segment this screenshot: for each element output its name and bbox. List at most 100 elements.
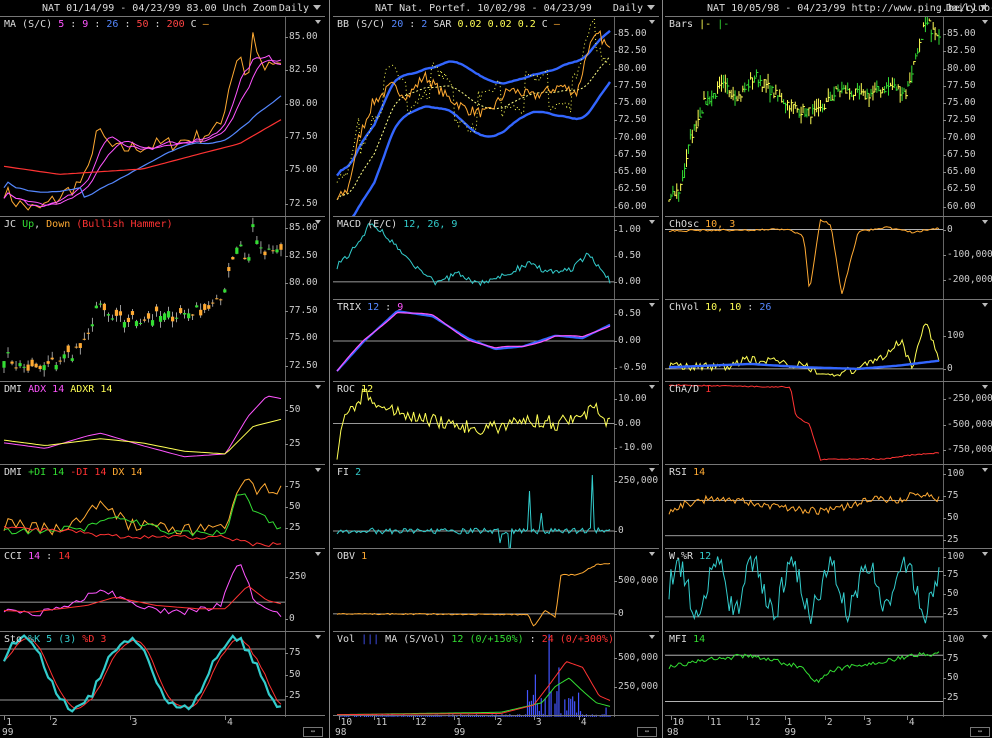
panel-menu-icon[interactable] [649, 635, 655, 639]
panel-menu-icon[interactable] [649, 468, 655, 472]
panel-title[interactable]: DMI +DI 14 -DI 14 DX 14 [4, 467, 143, 478]
plot-area[interactable] [333, 465, 615, 549]
indicator-panel-cci[interactable]: CCI 14 : 14 250 0 [0, 548, 325, 632]
period-dropdown-icon[interactable] [647, 5, 655, 10]
column-divider[interactable] [662, 0, 663, 738]
indicator-panel-roc[interactable]: ROC 12 10.00 0.00 -10.00 [333, 381, 659, 465]
indicator-panel-fi[interactable]: FI 2 250,000 0 [333, 464, 659, 549]
panel-menu-icon[interactable] [649, 20, 655, 24]
period-selector[interactable]: Daily [612, 3, 643, 14]
panel-title[interactable]: BB (S/C) 20 : 2 SAR 0.02 0.02 0.2 C — [337, 19, 560, 30]
y-tick-label: 250 [289, 571, 307, 583]
panel-menu-icon[interactable] [315, 220, 321, 224]
panel-menu-icon[interactable] [982, 468, 988, 472]
panel-menu-icon[interactable] [982, 552, 988, 556]
indicator-panel-mfi[interactable]: MFI 14 100 75 50 25 [665, 631, 992, 717]
period-dropdown-icon[interactable] [980, 5, 988, 10]
indicator-panel-chosc[interactable]: ChOsc 10, 3 0 -100,000 -200,000 [665, 216, 992, 300]
indicator-panel-wr[interactable]: W.%R 12 100 75 50 25 [665, 548, 992, 632]
panel-menu-icon[interactable] [315, 468, 321, 472]
panel-title-part: RSI [669, 467, 694, 478]
plot-area[interactable] [665, 17, 944, 217]
indicator-panel-rsi[interactable]: RSI 14 100 75 50 25 [665, 464, 992, 549]
indicator-panel-chvol[interactable]: ChVol 10, 10 : 26 100 0 [665, 299, 992, 382]
panel-title[interactable]: MFI 14 [669, 634, 705, 645]
plot-area[interactable] [0, 549, 286, 632]
candle-body [134, 321, 139, 327]
panel-title[interactable]: Bars |- |- [669, 19, 729, 30]
x-tick-label: 10 [672, 717, 684, 728]
panel-menu-icon[interactable] [315, 385, 321, 389]
indicator-panel-obv[interactable]: OBV 1 500,000 0 [333, 548, 659, 632]
plot-area[interactable] [665, 300, 944, 382]
y-tick-mark [614, 229, 617, 231]
panel-menu-icon[interactable] [649, 385, 655, 389]
plot-area[interactable] [333, 217, 615, 300]
panel-title-part: : [40, 551, 59, 562]
panel-menu-icon[interactable] [982, 220, 988, 224]
panel-menu-icon[interactable] [982, 385, 988, 389]
panel-title-part: 12 [699, 551, 712, 562]
panel-title[interactable]: TRIX 12 : 9 [337, 302, 403, 313]
plot-area[interactable] [333, 17, 615, 217]
indicator-panel-chad[interactable]: ChA/D 1 -250,000 -500,000 -750,000 [665, 381, 992, 465]
plot-area[interactable] [665, 465, 944, 549]
panel-menu-icon[interactable] [982, 20, 988, 24]
indicator-panel-dmi1[interactable]: DMI ADX 14 ADXR 14 50 25 [0, 381, 325, 465]
panel-menu-icon[interactable] [315, 635, 321, 639]
indicator-panel-bars[interactable]: Bars |- |- 85.00 82.50 80.00 77.50 75.00 72.50… [665, 16, 992, 217]
panel-title[interactable]: ROC 12 [337, 384, 373, 395]
ma26-line [3, 95, 282, 198]
plot-area[interactable] [0, 382, 286, 465]
panel-title[interactable]: Vol ||| MA (S/Vol) 12 (0/+150%) : 24 (0/… [337, 634, 614, 645]
scroll-arrows-icon[interactable]: ↔ [303, 727, 323, 737]
panel-title[interactable]: ChOsc 10, 3 [669, 219, 735, 230]
plot-area[interactable] [333, 632, 615, 717]
panel-title[interactable]: ChA/D 1 [669, 384, 711, 395]
plot-area[interactable] [665, 549, 944, 632]
panel-title[interactable]: FI 2 [337, 467, 361, 478]
plot-area[interactable] [333, 382, 615, 465]
indicator-panel-sto[interactable]: Sto %K 5 (3) %D 3 75 50 25 [0, 631, 325, 717]
indicator-panel-macd[interactable]: MACD (E/C) 12, 26, 9 1.00 0.50 0.00 [333, 216, 659, 300]
scroll-arrows-icon[interactable]: ↔ [970, 727, 990, 737]
panel-menu-icon[interactable] [649, 220, 655, 224]
plot-area[interactable] [665, 217, 944, 300]
y-tick-mark [614, 687, 617, 689]
panel-title[interactable]: JC Up, Down (Bullish Hammer) [4, 219, 173, 230]
period-selector[interactable]: Daily [278, 3, 309, 14]
indicator-panel-dmi2[interactable]: DMI +DI 14 -DI 14 DX 14 75 50 25 [0, 464, 325, 549]
column-divider[interactable] [329, 0, 330, 738]
plot-area[interactable] [665, 382, 944, 465]
panel-menu-icon[interactable] [982, 303, 988, 307]
panel-title[interactable]: MACD (E/C) 12, 26, 9 [337, 219, 457, 230]
plot-area[interactable] [0, 217, 286, 382]
plot-area[interactable] [0, 17, 286, 217]
panel-title[interactable]: ChVol 10, 10 : 26 [669, 302, 771, 313]
panel-menu-icon[interactable] [315, 552, 321, 556]
indicator-panel-ma[interactable]: MA (S/C) 5 : 9 : 26 : 50 : 200 C — 85.00 8… [0, 16, 325, 217]
plot-area[interactable] [333, 549, 615, 632]
panel-title[interactable]: Sto %K 5 (3) %D 3 [4, 634, 106, 645]
indicator-panel-trix[interactable]: TRIX 12 : 9 0.50 0.00 -0.50 [333, 299, 659, 382]
indicator-panel-bb[interactable]: BB (S/C) 20 : 2 SAR 0.02 0.02 0.2 C — 85.… [333, 16, 659, 217]
panel-title[interactable]: W.%R 12 [669, 551, 711, 562]
panel-title[interactable]: MA (S/C) 5 : 9 : 26 : 50 : 200 C — [4, 19, 209, 30]
period-dropdown-icon[interactable] [313, 5, 321, 10]
panel-title[interactable]: DMI ADX 14 ADXR 14 [4, 384, 112, 395]
panel-menu-icon[interactable] [982, 635, 988, 639]
panel-menu-icon[interactable] [649, 303, 655, 307]
plot-area[interactable] [665, 632, 944, 717]
panel-title[interactable]: CCI 14 : 14 [4, 551, 70, 562]
y-tick-mark [614, 613, 617, 615]
period-selector[interactable]: Daily [945, 3, 976, 14]
scroll-arrows-icon[interactable]: ↔ [637, 727, 657, 737]
panel-title[interactable]: OBV 1 [337, 551, 367, 562]
indicator-panel-vol[interactable]: Vol ||| MA (S/Vol) 12 (0/+150%) : 24 (0/… [333, 631, 659, 717]
panel-menu-icon[interactable] [649, 552, 655, 556]
plot-svg [2, 217, 283, 377]
panel-title[interactable]: RSI 14 [669, 467, 705, 478]
indicator-panel-jc[interactable]: JC Up, Down (Bullish Hammer) 85.00 82.50 80… [0, 216, 325, 382]
y-tick-label: 100 [947, 550, 965, 562]
panel-menu-icon[interactable] [315, 20, 321, 24]
